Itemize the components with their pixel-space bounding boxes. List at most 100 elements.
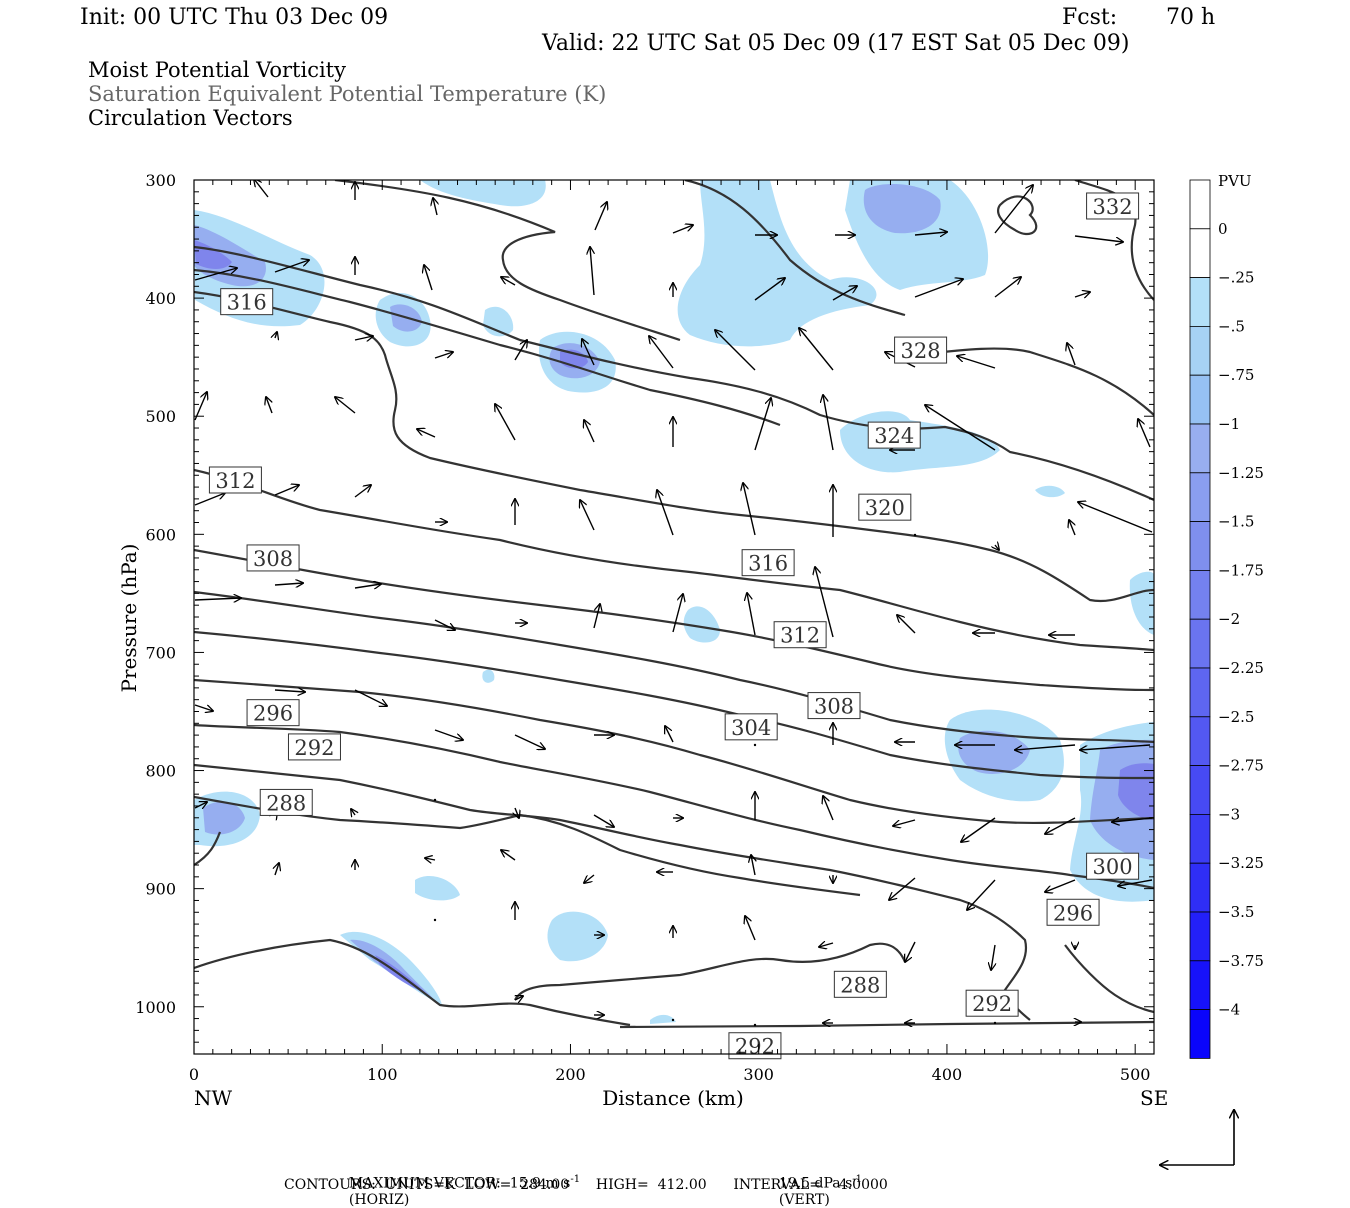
- vector-arrow-66: [815, 567, 834, 638]
- colorbar-swatch-16: [1189, 960, 1211, 1010]
- colorbar-swatch-1: [1189, 228, 1211, 279]
- vector-arrow-15: [590, 247, 594, 296]
- colorbar-level-16: −4: [1218, 1001, 1240, 1019]
- vector-arrow-63: [593, 604, 600, 629]
- contour-332-loop: [997, 195, 1038, 236]
- svg-text:296: 296: [253, 702, 293, 726]
- forecast-hour-value: 70 h: [1166, 5, 1216, 30]
- svg-text:292: 292: [294, 736, 334, 760]
- svg-text:316: 316: [748, 552, 788, 576]
- vector-arrow-18: [832, 286, 857, 301]
- colorbar-swatch-0: [1189, 179, 1211, 230]
- axis-tick-labels: 0 100 200 300 400 500 300 400 500 600 700 800 900 100…: [135, 171, 1150, 1084]
- vector-arrow-58: [194, 598, 241, 600]
- colorbar-level-1: −.25: [1218, 269, 1254, 287]
- vector-arrow-55: [995, 545, 999, 550]
- contour-label-288: 288: [259, 788, 313, 816]
- init-time: Init: 00 UTC Thu 03 Dec 09: [80, 5, 389, 30]
- svg-text:292: 292: [735, 1035, 775, 1059]
- contour-332-a: [334, 180, 681, 342]
- vector-dot-123: [993, 1021, 997, 1025]
- vector-arrow-60: [354, 584, 381, 588]
- colorbar-level-10: −2.5: [1218, 708, 1254, 726]
- contour-324: [194, 268, 781, 427]
- contour-label-328: 328: [894, 336, 948, 364]
- colorbar-swatch-10: [1189, 667, 1211, 718]
- y-tick-label-300: 300: [145, 171, 176, 190]
- vector-arrow-31: [957, 356, 996, 369]
- axis-ticks: [193, 179, 1155, 1055]
- y-tick-label-700: 700: [145, 643, 176, 662]
- svg-text:288: 288: [266, 791, 306, 815]
- vector-arrow-106: [1045, 879, 1076, 892]
- pv-patch-940: [547, 911, 608, 962]
- vector-arrow-100: [584, 874, 595, 883]
- vector-arrow-67: [897, 615, 916, 634]
- colorbar-swatch-7: [1189, 521, 1211, 571]
- vector-arrow-32: [1067, 343, 1076, 366]
- contour-label-332: 332: [1086, 192, 1140, 220]
- colorbar-level-8: −2: [1218, 610, 1240, 628]
- contour-label-292: 292: [965, 989, 1019, 1017]
- vector-arrow-112: [745, 916, 756, 941]
- vector-arrow-20: [994, 277, 1021, 298]
- vector-arrow-102: [751, 855, 755, 876]
- colorbar-level-4: −1: [1218, 415, 1240, 433]
- vector-arrow-94: [1045, 817, 1076, 834]
- x-tick-label-300: 300: [743, 1065, 774, 1084]
- vector-arrow-99: [501, 850, 516, 861]
- pv-fill-layer-light: [194, 180, 1154, 1024]
- vector-arrow-95: [1112, 818, 1153, 822]
- vector-arrow-3: [594, 202, 607, 231]
- colorbar-level-3: −.75: [1218, 366, 1254, 384]
- pv-fill-layer-dark: [194, 240, 1154, 992]
- superscript-horiz: -1: [570, 1174, 581, 1185]
- contour-320: [194, 290, 1154, 603]
- svg-text:296: 296: [1053, 901, 1093, 925]
- vector-arrow-9: [1074, 235, 1123, 242]
- vector-arrow-57: [1078, 502, 1153, 533]
- colorbar-level-0: 0: [1218, 220, 1228, 238]
- title-moist-pv: Moist Potential Vorticity: [88, 58, 346, 82]
- contour-label-324: 324: [867, 421, 921, 449]
- vector-arrow-104: [889, 877, 916, 900]
- vector-arrow-27: [649, 336, 674, 369]
- vector-arrow-65: [747, 593, 756, 636]
- contour-328: [194, 245, 1154, 502]
- y-tick-label-400: 400: [145, 289, 176, 308]
- vector-arrow-114: [905, 941, 916, 962]
- vector-dot-86: [433, 798, 437, 802]
- contour-308: [194, 590, 1154, 744]
- reference-vector-icon: [1160, 1110, 1234, 1165]
- svg-text:328: 328: [901, 339, 941, 363]
- contour-292: [194, 763, 1031, 1021]
- y-tick-label-800: 800: [145, 762, 176, 781]
- vector-arrow-43: [925, 405, 996, 451]
- vector-arrow-64: [672, 594, 683, 633]
- vector-arrow-10: [194, 268, 237, 281]
- vector-arrow-21: [1074, 292, 1090, 297]
- x-axis-label: Distance (km): [602, 1086, 744, 1110]
- contour-312: [194, 548, 1154, 692]
- vector-arrow-11: [274, 260, 309, 273]
- contour-288-bottom: [514, 942, 907, 1001]
- vector-arrow-28: [715, 330, 756, 371]
- colorbar-unit: PVU: [1218, 172, 1252, 190]
- vector-arrow-46: [274, 485, 299, 496]
- colorbar-swatch-9: [1189, 618, 1211, 669]
- vector-arrow-45: [194, 493, 225, 506]
- vector-arrow-23: [354, 336, 373, 340]
- colorbar-swatch-11: [1189, 716, 1211, 766]
- colorbar-level-2: −.5: [1218, 317, 1245, 335]
- contour-label-288: 288: [833, 970, 887, 998]
- vector-arrow-47: [354, 485, 371, 498]
- theta-es-contours: [194, 180, 1154, 1029]
- contour-324-upper: [914, 347, 1154, 416]
- contour-label-292: 292: [728, 1032, 782, 1060]
- colorbar-swatch-4: [1189, 374, 1211, 425]
- svg-text:292: 292: [972, 992, 1012, 1016]
- vector-arrow-35: [335, 397, 356, 414]
- contour-316: [194, 468, 1154, 652]
- colorbar-swatch-2: [1189, 277, 1211, 327]
